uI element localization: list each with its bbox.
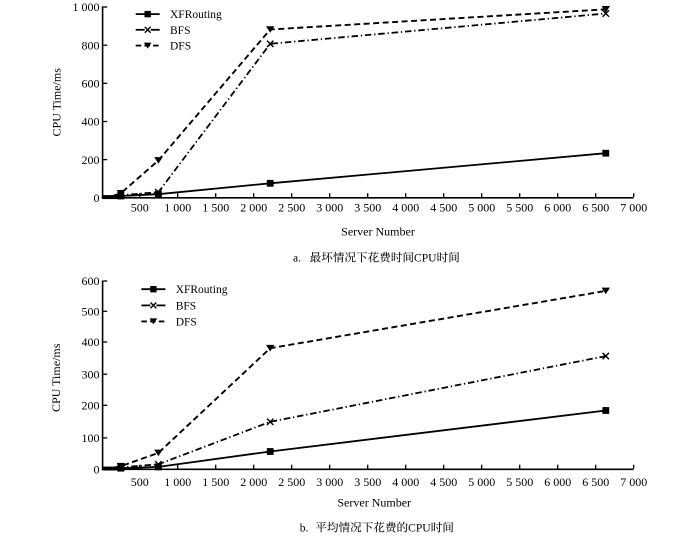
svg-text:6 000: 6 000 bbox=[544, 475, 571, 489]
svg-text:3 500: 3 500 bbox=[354, 201, 381, 215]
svg-text:CPU Time/ms: CPU Time/ms bbox=[49, 343, 63, 412]
svg-text:5 000: 5 000 bbox=[468, 201, 495, 215]
svg-text:400: 400 bbox=[82, 115, 100, 129]
svg-text:500: 500 bbox=[131, 201, 149, 215]
svg-text:6 000: 6 000 bbox=[544, 201, 571, 215]
svg-text:1 500: 1 500 bbox=[202, 475, 229, 489]
svg-text:BFS: BFS bbox=[170, 25, 190, 37]
svg-text:3 000: 3 000 bbox=[316, 475, 343, 489]
svg-text:100: 100 bbox=[82, 431, 100, 445]
svg-text:6 500: 6 500 bbox=[582, 475, 609, 489]
svg-text:7 000: 7 000 bbox=[620, 475, 647, 489]
svg-text:CPU: CPU bbox=[408, 522, 431, 535]
svg-text:500: 500 bbox=[82, 305, 100, 319]
svg-text:3 000: 3 000 bbox=[316, 201, 343, 215]
svg-text:Server Number: Server Number bbox=[341, 225, 415, 239]
svg-text:CPU: CPU bbox=[414, 252, 437, 265]
svg-text:b.: b. bbox=[300, 523, 309, 535]
svg-text:5 000: 5 000 bbox=[468, 475, 495, 489]
svg-text:Server Number: Server Number bbox=[337, 496, 411, 510]
svg-text:1 000: 1 000 bbox=[73, 0, 100, 14]
svg-text:XFRouting: XFRouting bbox=[170, 9, 222, 21]
svg-text:600: 600 bbox=[82, 274, 100, 288]
svg-text:4 000: 4 000 bbox=[392, 475, 419, 489]
svg-text:2 000: 2 000 bbox=[240, 475, 267, 489]
svg-text:BFS: BFS bbox=[176, 300, 196, 312]
svg-text:1 500: 1 500 bbox=[202, 201, 229, 215]
svg-text:5 500: 5 500 bbox=[506, 201, 533, 215]
svg-text:0: 0 bbox=[94, 191, 100, 205]
svg-text:2 500: 2 500 bbox=[278, 201, 305, 215]
svg-text:4 000: 4 000 bbox=[392, 201, 419, 215]
svg-text:2 500: 2 500 bbox=[278, 475, 305, 489]
svg-text:200: 200 bbox=[82, 399, 100, 413]
svg-text:1 000: 1 000 bbox=[164, 201, 191, 215]
svg-text:4 500: 4 500 bbox=[430, 201, 457, 215]
svg-text:7 000: 7 000 bbox=[620, 201, 647, 215]
svg-text:CPU Time/ms: CPU Time/ms bbox=[50, 68, 64, 137]
svg-text:500: 500 bbox=[131, 475, 149, 489]
svg-text:1 000: 1 000 bbox=[164, 475, 191, 489]
svg-text:600: 600 bbox=[82, 77, 100, 91]
svg-text:a.: a. bbox=[293, 253, 301, 265]
svg-text:DFS: DFS bbox=[176, 316, 197, 328]
svg-text:2 000: 2 000 bbox=[240, 201, 267, 215]
svg-text:300: 300 bbox=[82, 367, 100, 381]
svg-text:5 500: 5 500 bbox=[506, 475, 533, 489]
svg-text:200: 200 bbox=[82, 153, 100, 167]
svg-text:0: 0 bbox=[94, 463, 100, 477]
svg-text:400: 400 bbox=[82, 335, 100, 349]
svg-text:DFS: DFS bbox=[170, 41, 191, 53]
svg-text:6 500: 6 500 bbox=[582, 201, 609, 215]
svg-text:800: 800 bbox=[82, 38, 100, 52]
svg-text:3 500: 3 500 bbox=[354, 475, 381, 489]
svg-text:4 500: 4 500 bbox=[430, 475, 457, 489]
svg-text:XFRouting: XFRouting bbox=[176, 284, 228, 296]
